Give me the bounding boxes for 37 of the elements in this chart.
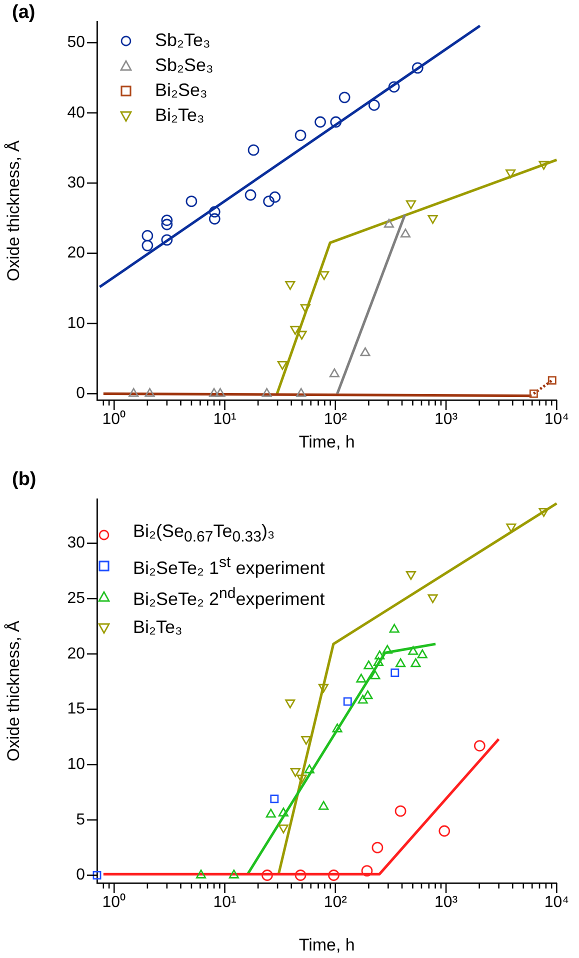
- x-tick-label: 10³: [434, 411, 458, 428]
- y-tick-label: 15: [67, 700, 86, 718]
- y-tick-label: 50: [67, 34, 86, 52]
- legend-label: Sb₂Se₃: [155, 54, 214, 77]
- y-tick-label: 5: [76, 811, 86, 828]
- y-axis-title: Oxide thickness, Å: [4, 620, 23, 762]
- x-tick-label: 10³: [434, 894, 458, 912]
- legend-label: Bi₂SeTe₂ 2$^{nd}$experiment: [133, 584, 325, 611]
- x-axis-title: Time, h: [298, 432, 355, 452]
- y-tick-label: 20: [67, 244, 86, 262]
- x-tick-label: 10²: [324, 894, 348, 912]
- y-axis-title: Oxide thickness, Å: [4, 140, 23, 282]
- x-tick-label: 10²: [324, 411, 348, 428]
- legend-label: Bi₂Te₃: [133, 616, 182, 639]
- x-tick-label: 10¹: [213, 411, 236, 428]
- legend-label: Bi₂(Se$_{0.67}$Te$_{0.33}$)₃: [133, 520, 275, 548]
- x-tick-label: 10¹: [213, 894, 236, 912]
- chart-title: (a): [12, 2, 36, 24]
- y-tick-label: 25: [67, 590, 86, 608]
- y-tick-label: 30: [67, 174, 86, 192]
- x-axis-title: Time, h: [298, 935, 355, 954]
- y-tick-label: 10: [67, 314, 86, 332]
- y-tick-label: 40: [67, 104, 86, 122]
- legend-label: Bi₂SeTe₂ 1$^{st}$ experiment: [133, 553, 325, 580]
- y-tick-label: 0: [76, 866, 86, 884]
- chart-title: (b): [12, 469, 36, 491]
- x-tick-label: 10⁴: [544, 894, 570, 912]
- x-tick-label: 10⁰: [102, 410, 126, 428]
- y-tick-label: 10: [67, 756, 86, 773]
- x-tick-label: 10⁴: [544, 411, 570, 428]
- legend-label: Sb₂Te₃: [155, 29, 210, 52]
- y-tick-label: 20: [67, 645, 86, 662]
- x-tick-label: 10⁰: [102, 893, 126, 912]
- y-tick-label: 30: [67, 534, 86, 552]
- legend-label: Bi₂Se₃: [155, 79, 208, 102]
- legend-label: Bi₂Te₃: [155, 104, 204, 127]
- y-tick-label: 0: [76, 385, 86, 402]
